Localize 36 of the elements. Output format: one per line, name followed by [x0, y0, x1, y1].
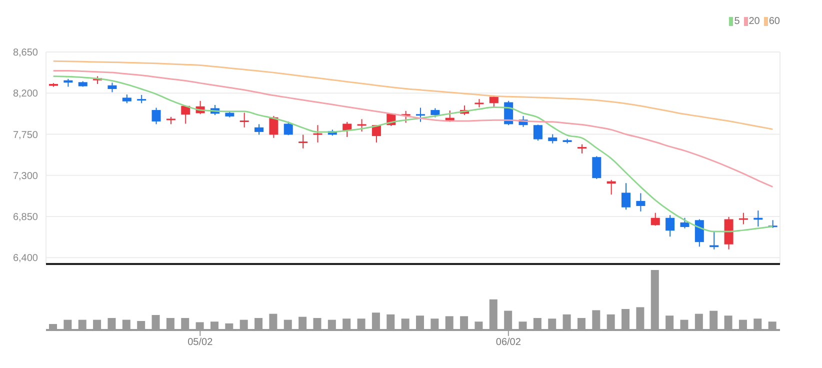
- y-tick-label: 7,750: [12, 130, 38, 141]
- candlestick: [666, 214, 675, 238]
- candlestick: [592, 156, 602, 180]
- x-tick-label: 05/02: [188, 337, 214, 348]
- candlestick: [284, 120, 293, 136]
- candlestick: [577, 144, 586, 154]
- y-tick-label: 6,400: [12, 253, 38, 264]
- candlestick: [298, 134, 308, 149]
- candlestick: [269, 115, 278, 138]
- candlestick: [108, 82, 117, 93]
- line-series: [52, 60, 774, 130]
- candlestick: [152, 107, 161, 125]
- y-tick-label: 8,200: [12, 88, 38, 100]
- candlestick: [240, 112, 249, 128]
- y-tick-label: 8,650: [12, 48, 38, 59]
- candlestick: [430, 108, 440, 118]
- candlestick: [416, 107, 425, 122]
- candlestick: [313, 124, 322, 143]
- candlestick: [548, 134, 558, 144]
- candlestick: [533, 124, 542, 142]
- candlestick: [738, 212, 748, 225]
- line-series: [52, 70, 774, 188]
- legend-label: 20: [748, 16, 760, 27]
- x-tick-label: 06/02: [496, 337, 522, 348]
- candlestick: [680, 217, 690, 229]
- legend-label: 5: [734, 16, 740, 27]
- candlestick: [622, 182, 631, 210]
- y-tick-label: 6,850: [12, 212, 38, 224]
- candlestick: [357, 118, 366, 132]
- candlestick: [254, 124, 264, 136]
- candlestick: [650, 212, 660, 226]
- candlestick: [636, 192, 646, 212]
- legend-label: 60: [768, 16, 780, 27]
- candlestick: [694, 218, 704, 248]
- y-tick-label: 7,300: [12, 170, 38, 182]
- candlestick: [342, 121, 352, 138]
